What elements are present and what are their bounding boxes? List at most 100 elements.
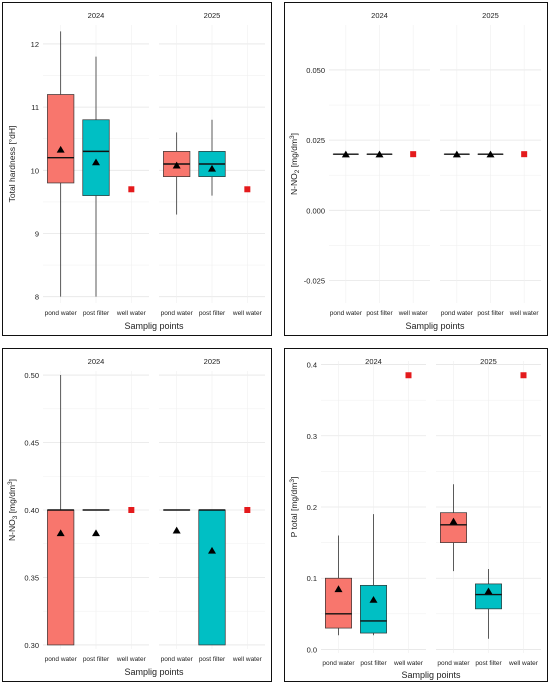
- mean-marker: [92, 529, 100, 537]
- facet-label: 2025: [482, 11, 499, 20]
- x-tick-label: well water: [232, 656, 263, 663]
- x-tick-label: post filter: [199, 656, 226, 663]
- y-tick-label: 0.45: [24, 439, 39, 448]
- x-tick-label: well water: [393, 660, 424, 667]
- facet-2024: 2024: [43, 11, 149, 303]
- box: [440, 512, 467, 543]
- x-tick-label: well water: [232, 310, 263, 317]
- facet-2024: 2024: [43, 357, 149, 649]
- y-tick-label: 0.40: [24, 506, 39, 515]
- box: [198, 509, 226, 646]
- point-marker: [405, 372, 412, 379]
- mean-marker: [369, 595, 378, 603]
- y-tick-label: 0.050: [306, 66, 325, 75]
- facet-2025: 2025: [436, 357, 541, 653]
- facet-2025: 2025: [159, 357, 265, 649]
- y-tick-label: -0.025: [304, 277, 325, 286]
- x-tick-label: pond water: [45, 656, 78, 663]
- x-tick-label: pond water: [441, 310, 474, 317]
- x-tick-label: pond water: [161, 310, 194, 317]
- mean-marker: [452, 150, 461, 158]
- panel-p-total: 0.0 0.1 0.2 0.3 0.4 P total [mg/dm3] Samplig p…: [284, 348, 548, 682]
- y-tick-label: 12: [31, 40, 39, 49]
- mean-marker: [484, 587, 493, 595]
- y-tick-label: 0.4: [307, 361, 317, 370]
- mean-marker: [56, 145, 65, 153]
- x-tick-label: well water: [398, 310, 429, 317]
- facet-label: 2024: [88, 11, 105, 20]
- x-tick-label: post filter: [477, 310, 504, 317]
- facet-2024: 2024: [329, 11, 430, 303]
- y-tick-label: 0.30: [24, 641, 39, 650]
- x-tick-label: post filter: [199, 310, 226, 317]
- panel-n-no3: 0.30 0.35 0.40 0.45 0.50 N-NO3 [mg/dm3] Sampli…: [2, 348, 272, 682]
- box: [82, 119, 110, 196]
- point-marker: [410, 151, 417, 158]
- mean-marker: [172, 161, 181, 169]
- x-tick-label: well water: [509, 310, 540, 317]
- y-tick-label: 0.000: [306, 206, 325, 215]
- y-tick-label: 0.025: [306, 136, 325, 145]
- y-axis-title: Total hardness [°dH]: [7, 126, 17, 203]
- y-tick-label: 0.2: [307, 503, 317, 512]
- point-marker: [520, 372, 527, 379]
- y-tick-label: 8: [35, 293, 39, 302]
- facet-label: 2024: [371, 11, 388, 20]
- y-tick-label: 9: [35, 230, 39, 239]
- panel-total-hardness: 8 9 10 11 12 Total hardness [°dH] Samplig poin…: [2, 2, 272, 336]
- mean-marker: [334, 585, 343, 593]
- point-marker: [244, 507, 251, 513]
- y-tick-label: 0.1: [307, 574, 317, 583]
- mean-marker: [341, 150, 350, 158]
- facet-label: 2024: [88, 357, 105, 366]
- x-tick-label: post filter: [366, 310, 393, 317]
- mean-marker: [486, 150, 495, 158]
- y-tick-label: 0.0: [307, 645, 317, 654]
- x-tick-label: post filter: [475, 660, 502, 667]
- x-tick-label: pond water: [330, 310, 363, 317]
- box: [47, 94, 75, 184]
- x-tick-label: post filter: [360, 660, 387, 667]
- point-marker: [128, 507, 135, 513]
- y-axis-title: N-NO3 [mg/dm3]: [7, 479, 19, 541]
- panel-n-no2: -0.025 0.000 0.025 0.050 N-NO2 [mg/dm3] Sampl…: [284, 2, 548, 336]
- x-tick-label: well water: [508, 660, 539, 667]
- x-tick-label: well water: [116, 656, 147, 663]
- mean-marker: [208, 546, 216, 554]
- x-axis-title: Samplig points: [401, 670, 461, 680]
- facet-label: 2025: [204, 11, 221, 20]
- point-marker: [521, 151, 528, 158]
- x-tick-label: pond water: [45, 310, 78, 317]
- y-tick-label: 10: [31, 166, 39, 175]
- chart-p-total: 0.0 0.1 0.2 0.3 0.4 P total [mg/dm3] Samplig p…: [289, 357, 541, 680]
- x-tick-label: pond water: [437, 660, 470, 667]
- mean-marker: [208, 164, 216, 172]
- y-axis-title: N-NO2 [mg/dm3]: [289, 133, 301, 195]
- x-axis-title: Samplig points: [124, 667, 184, 677]
- chart-n-no3: 0.30 0.35 0.40 0.45 0.50 N-NO3 [mg/dm3] Sampli…: [7, 357, 265, 677]
- y-tick-label: 0.35: [24, 573, 39, 582]
- facet-2024: 2024: [321, 357, 426, 653]
- x-tick-label: well water: [116, 310, 147, 317]
- mean-marker: [375, 150, 384, 158]
- x-axis-title: Samplig points: [124, 321, 184, 331]
- mean-marker: [92, 158, 100, 166]
- y-axis-title: P total [mg/dm3]: [289, 477, 299, 538]
- chart-n-no2: -0.025 0.000 0.025 0.050 N-NO2 [mg/dm3] Sampl…: [289, 11, 541, 331]
- y-tick-label: 0.50: [24, 371, 39, 380]
- box: [360, 584, 387, 634]
- facet-2025: 2025: [440, 11, 541, 303]
- y-tick-label: 11: [31, 103, 39, 112]
- point-marker: [244, 186, 251, 193]
- facet-label: 2025: [204, 357, 221, 366]
- x-tick-label: pond water: [161, 656, 194, 663]
- chart-total-hardness: 8 9 10 11 12 Total hardness [°dH] Samplig poin…: [7, 11, 265, 331]
- x-tick-label: pond water: [322, 660, 355, 667]
- x-tick-label: post filter: [83, 310, 110, 317]
- facet-2025: 2025: [159, 11, 265, 303]
- point-marker: [128, 186, 135, 193]
- mean-marker: [449, 517, 458, 525]
- x-axis-title: Samplig points: [405, 321, 465, 331]
- y-tick-label: 0.3: [307, 432, 317, 441]
- x-tick-label: post filter: [83, 656, 110, 663]
